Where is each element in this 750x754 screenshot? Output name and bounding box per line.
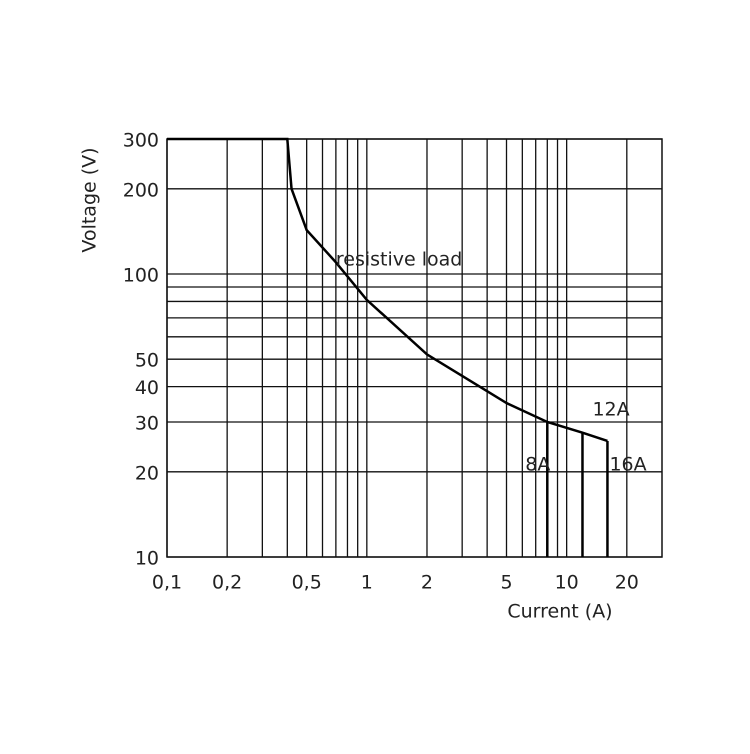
x-tick-label: 20 <box>615 572 639 594</box>
x-axis-label: Current (A) <box>507 601 612 623</box>
x-tick-label: 2 <box>421 572 433 594</box>
y-tick-label: 100 <box>123 265 159 287</box>
cutoff-label: 8A <box>525 454 550 476</box>
data-line <box>167 137 608 443</box>
x-tick-label: 0,1 <box>152 572 182 594</box>
y-tick-label: 10 <box>135 548 159 570</box>
y-tick-label: 50 <box>135 350 159 372</box>
cutoff-label: 16A <box>609 454 646 476</box>
x-tick-label: 0,2 <box>212 572 242 594</box>
x-tick-label: 10 <box>555 572 579 594</box>
cutoff-label: 12A <box>592 399 629 421</box>
y-axis-label: Voltage (V) <box>79 147 101 252</box>
series-label: resistive load <box>336 249 462 271</box>
y-tick-label: 200 <box>123 179 159 201</box>
x-tick-label: 0,5 <box>292 572 322 594</box>
y-tick-label: 300 <box>123 130 159 152</box>
y-tick-label: 20 <box>135 462 159 484</box>
y-tick-label: 40 <box>135 377 159 399</box>
x-tick-label: 5 <box>500 572 512 594</box>
plot-frame <box>166 138 663 558</box>
x-tick-label: 1 <box>361 572 373 594</box>
y-tick-label: 30 <box>135 412 159 434</box>
